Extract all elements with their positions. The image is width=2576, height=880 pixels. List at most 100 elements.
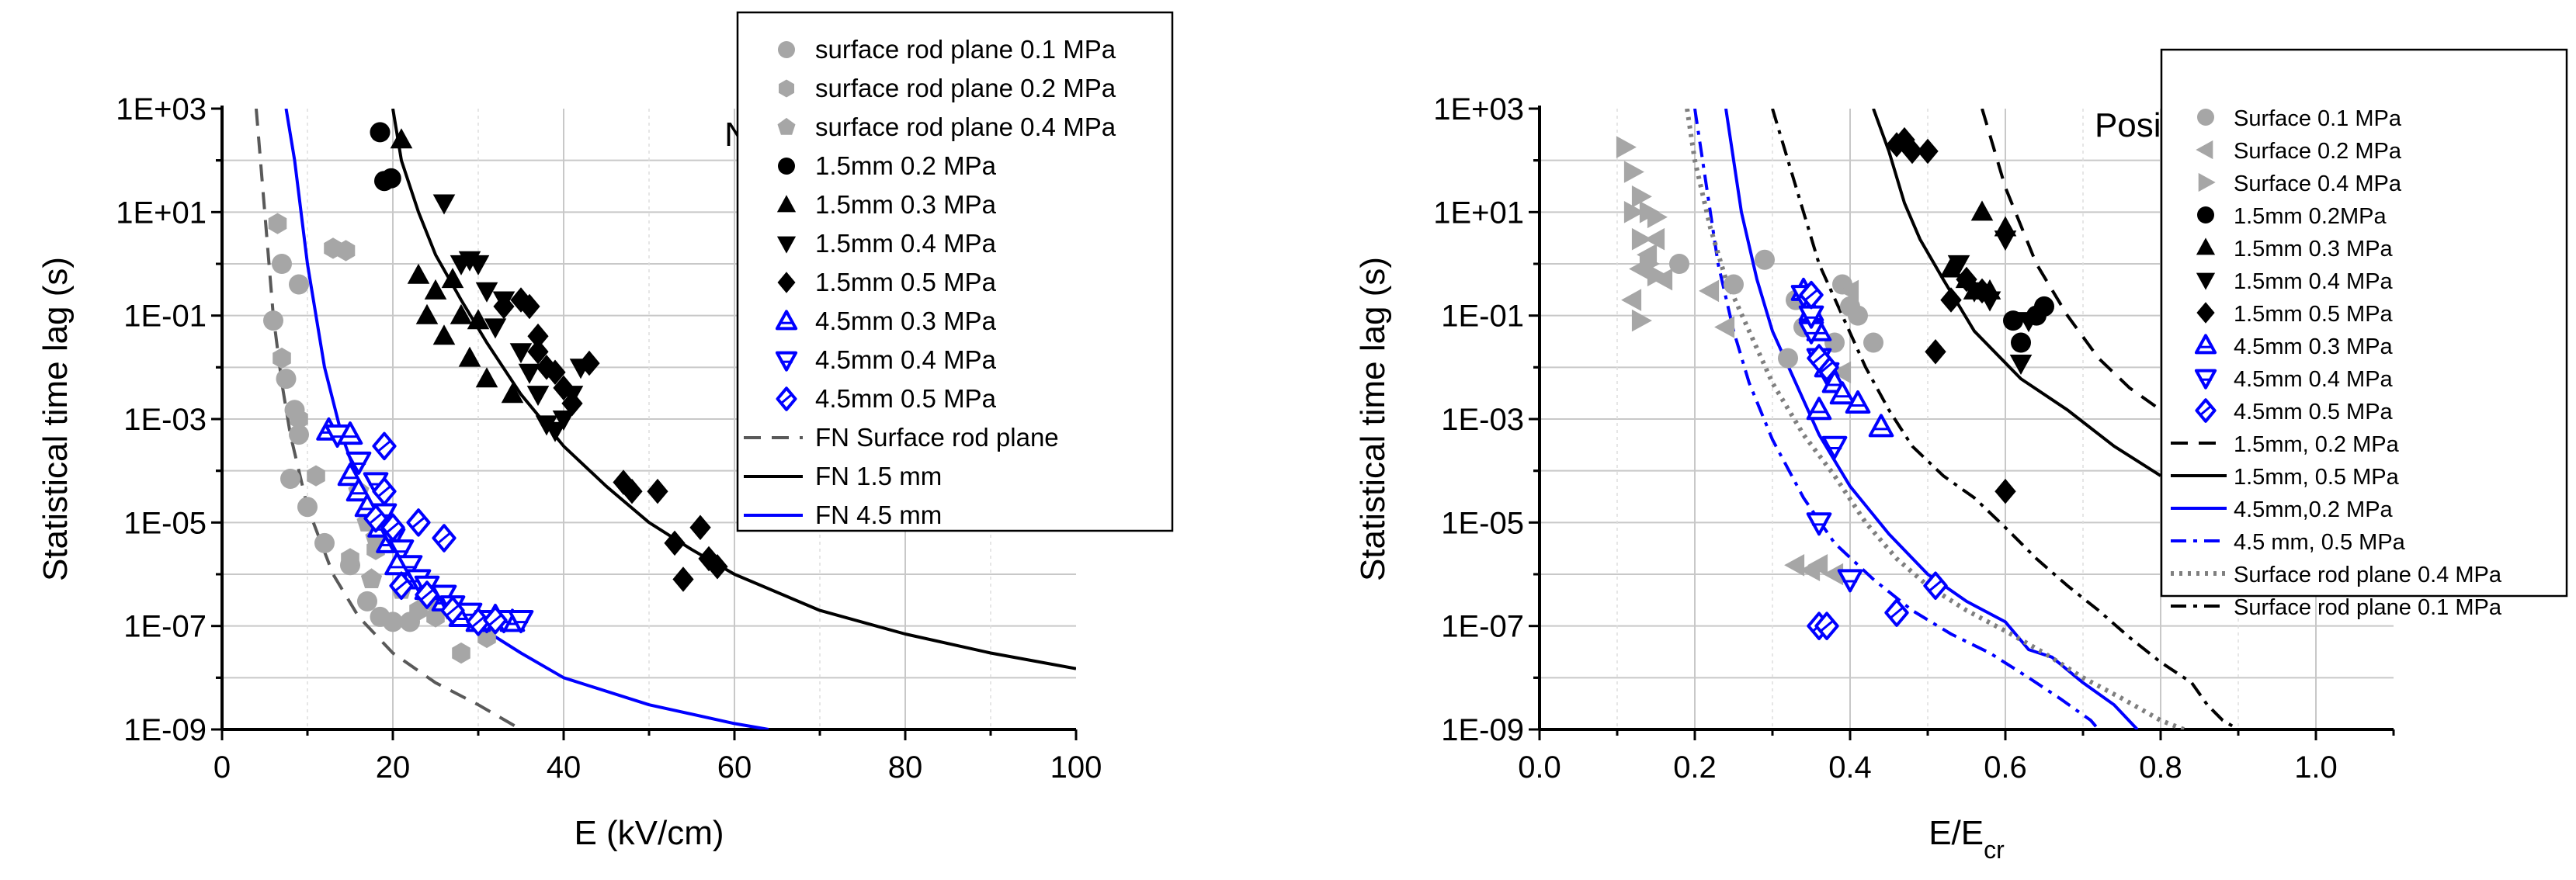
negative-point-1-5mm-0-3-mpa <box>390 128 413 149</box>
negative-point-surface-rod-plane-0-1-mpa <box>383 611 403 632</box>
positive-legend-label: 4.5mm 0.4 MPa <box>2234 367 2394 392</box>
positive-point-4-5mm-0-5-mpa-inner <box>1820 620 1834 632</box>
positive-x-axis-title-subscript: cr <box>1984 836 2005 864</box>
negative-legend-entry: surface rod plane 0.4 MPa <box>777 113 1116 141</box>
positive-point-1-5mm-0-4-mpa <box>2017 312 2040 333</box>
negative-point-surface-rod-plane-0-2-mpa <box>341 548 359 570</box>
negative-point-1-5mm-0-4-mpa <box>509 343 533 364</box>
negative-legend-label: 1.5mm 0.3 MPa <box>815 190 997 219</box>
positive-legend-swatch-1-5mm-0-3-mpa <box>2196 237 2216 255</box>
positive-y-tick-label: 1E+03 <box>1433 92 1524 126</box>
positive-point-surface-0-4-mpa <box>1647 206 1668 229</box>
negative-point-surface-rod-plane-0-2-mpa <box>268 213 287 234</box>
negative-point-1-5mm-0-4-mpa <box>432 194 456 215</box>
negative-point-1-5mm-0-5-mpa <box>519 293 540 320</box>
negative-legend-swatch-4-5mm-0-5-mpa-inner <box>780 393 793 404</box>
positive-point-surface-0-4-mpa <box>1616 136 1637 158</box>
positive-line-1-5mm-0-5-mpa <box>1872 109 2162 477</box>
negative-legend-label: 1.5mm 0.4 MPa <box>815 229 997 258</box>
positive-point-1-5mm-0-4-mpa <box>1947 255 1970 275</box>
negative-legend-swatch-4-5mm-0-3-mpa <box>775 310 798 331</box>
negative-legend-entry: FN 4.5 mm <box>744 501 942 529</box>
positive-point-surface-0-1-mpa <box>1724 274 1744 295</box>
positive-line-4-5-mm-0-5-mpa <box>1693 109 2100 729</box>
negative-legend-swatch-surface-rod-plane-0-4-mpa <box>777 117 796 135</box>
positive-chart-panel: 1E-09 1E-07 1E-05 1E-03 1E-01 1E+01 1E+03 0.0 0.… <box>1354 48 2568 864</box>
positive-legend-label: 1.5mm 0.5 MPa <box>2234 302 2394 327</box>
positive-point-1-5mm-0-5-mpa <box>1971 278 1993 304</box>
positive-point-surface-0-2-mpa <box>1621 289 1642 311</box>
negative-legend-label: 4.5mm 0.5 MPa <box>815 384 997 413</box>
negative-point-surface-rod-plane-0-2-mpa <box>336 240 356 262</box>
negative-point-surface-rod-plane-0-2-mpa <box>426 606 445 628</box>
negative-x-tick-label: 0 <box>214 750 231 785</box>
positive-point-surface-0-4-mpa <box>1631 185 1652 208</box>
positive-legend-label: 1.5mm 0.2MPa <box>2234 204 2387 229</box>
positive-x-tick-label: 0.6 <box>1984 750 2027 785</box>
positive-x-tick-label: 0.2 <box>1673 750 1717 785</box>
positive-legend-swatch-surface-0-1-mpa <box>2197 109 2214 126</box>
negative-legend-swatch-1-5mm-0-2-mpa <box>778 158 795 175</box>
positive-legend-entry: 4.5mm 0.3 MPa <box>2194 334 2394 359</box>
positive-point-surface-0-2-mpa <box>1714 316 1735 338</box>
positive-point-1-5mm-0-5-mpa <box>1925 339 1946 365</box>
negative-point-surface-rod-plane-0-4-mpa <box>360 568 383 588</box>
negative-point-surface-rod-plane-0-1-mpa <box>357 591 377 611</box>
negative-point-surface-rod-plane-0-2-mpa <box>452 642 470 664</box>
negative-point-1-5mm-0-4-mpa <box>518 363 541 384</box>
negative-point-4-5mm-0-5-mpa-inner <box>420 588 434 601</box>
negative-legend-entry: 1.5mm 0.3 MPa <box>776 190 997 219</box>
positive-point-surface-0-1-mpa <box>1863 332 1883 353</box>
negative-point-4-5mm-0-5-mpa-inner <box>471 615 485 629</box>
positive-point-1-5mm-0-5-mpa <box>1894 126 1915 153</box>
positive-point-surface-0-2-mpa <box>1644 227 1665 251</box>
negative-legend-swatch-1-5mm-0-3-mpa <box>776 195 797 213</box>
negative-legend-entry: 4.5mm 0.5 MPa <box>776 384 997 413</box>
positive-point-4-5mm-0-5-mpa-inner <box>1820 361 1834 373</box>
negative-point-surface-rod-plane-0-1-mpa <box>314 532 335 553</box>
negative-point-1-5mm-0-5-mpa <box>621 478 643 504</box>
negative-point-1-5mm-0-5-mpa <box>664 530 686 556</box>
negative-legend-label: 4.5mm 0.3 MPa <box>815 307 997 335</box>
positive-point-4-5mm-0-3-mpa <box>1806 397 1832 421</box>
negative-point-1-5mm-0-5-mpa <box>527 339 549 365</box>
negative-point-1-5mm-0-3-mpa <box>415 303 439 324</box>
negative-legend-label: FN Surface rod plane <box>815 423 1059 452</box>
negative-y-tick-label: 1E+01 <box>116 196 207 230</box>
negative-point-1-5mm-0-3-mpa <box>475 367 498 388</box>
negative-point-surface-rod-plane-0-2-mpa <box>290 408 308 430</box>
negative-legend-swatch-surface-rod-plane-0-1-mpa <box>778 41 795 58</box>
negative-point-1-5mm-0-5-mpa <box>527 323 549 349</box>
negative-y-tick-label: 1E-01 <box>123 300 207 334</box>
positive-point-1-5mm-0-2mpa <box>2003 310 2023 331</box>
negative-point-1-5mm-0-4-mpa <box>475 282 498 303</box>
positive-point-1-5mm-0-5-mpa <box>1994 478 2016 504</box>
negative-point-4-5mm-0-5-mpa-inner <box>446 604 460 617</box>
positive-point-surface-0-1-mpa <box>1755 249 1775 270</box>
positive-point-surface-0-2-mpa <box>1823 563 1844 586</box>
positive-x-tick-label: 0.0 <box>1518 750 1561 785</box>
negative-point-1-5mm-0-5-mpa <box>672 566 694 592</box>
negative-x-tick-label: 40 <box>547 750 582 785</box>
negative-point-4-5mm-0-5-mpa-inner <box>386 521 400 534</box>
positive-line-surface-rod-plane-0-4-mpa <box>1685 109 2185 729</box>
positive-legend-label: 1.5mm 0.3 MPa <box>2234 237 2394 262</box>
positive-x-tick-label: 1.0 <box>2294 750 2338 785</box>
negative-point-1-5mm-0-3-mpa <box>467 309 490 330</box>
positive-x-axis-title: E/Ecr <box>1929 814 2005 864</box>
positive-point-1-5mm-0-5-mpa <box>1917 138 1939 165</box>
positive-legend-label: Surface 0.2 MPa <box>2234 139 2402 164</box>
positive-point-1-5mm-0-4-mpa <box>1994 230 2017 251</box>
positive-point-surface-0-4-mpa <box>1623 161 1644 183</box>
negative-legend-entry: FN Surface rod plane <box>744 423 1059 452</box>
positive-point-1-5mm-0-5-mpa <box>1901 138 1923 165</box>
positive-point-1-5mm-0-5-mpa <box>1940 287 1962 313</box>
negative-legend-entry: surface rod plane 0.2 MPa <box>779 74 1116 102</box>
positive-legend-label: Surface rod plane 0.4 MPa <box>2234 563 2502 587</box>
positive-legend-entry: 4.5 mm, 0.5 MPa <box>2171 530 2406 555</box>
positive-point-surface-0-4-mpa <box>1647 264 1668 287</box>
negative-point-1-5mm-0-5-mpa <box>536 355 557 380</box>
positive-legend-swatch-1-5mm-0-2mpa <box>2197 206 2214 223</box>
positive-point-surface-0-4-mpa <box>1639 252 1660 275</box>
negative-point-surface-rod-plane-0-1-mpa <box>297 497 318 518</box>
